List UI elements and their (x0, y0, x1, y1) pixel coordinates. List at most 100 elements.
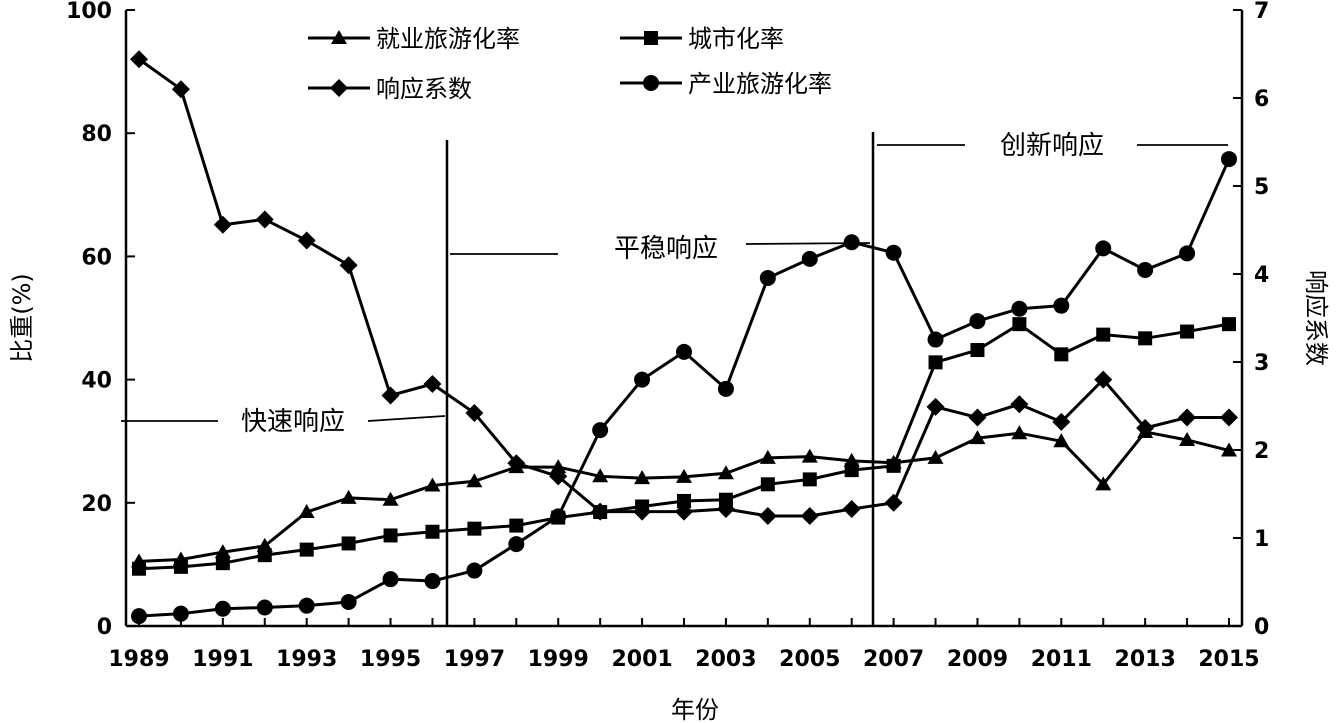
data-point-square (257, 548, 272, 563)
data-point-square (1096, 327, 1111, 342)
data-point-diamond (255, 210, 274, 229)
x-tick-label: 2003 (695, 647, 756, 672)
data-point-triangle (550, 459, 567, 474)
data-point-square (299, 542, 314, 557)
data-point-diamond (968, 408, 987, 427)
data-point-circle (131, 608, 147, 625)
data-point-diamond (465, 404, 484, 423)
series-1 (131, 423, 1237, 568)
data-point-circle (1179, 245, 1196, 262)
data-point-diamond (339, 256, 358, 275)
data-point-square (718, 492, 733, 507)
data-point-square (886, 458, 901, 473)
series-2 (132, 317, 1236, 576)
legend-item: 就业旅游化率 (308, 25, 520, 53)
x-tick-label: 2009 (947, 647, 1008, 672)
data-point-diamond (800, 507, 819, 525)
data-point-diamond (1136, 419, 1155, 437)
left-y-tick-label: 100 (66, 0, 112, 24)
data-point-triangle (1179, 431, 1196, 446)
x-tick-label: 1999 (528, 647, 589, 672)
data-point-diamond (758, 507, 777, 525)
data-point-square (1222, 317, 1236, 332)
data-point-circle (634, 371, 651, 388)
x-tick-label: 1997 (444, 647, 505, 672)
data-point-circle (1053, 297, 1070, 314)
data-point-square (173, 559, 188, 574)
data-point-diamond (1052, 412, 1071, 431)
data-point-diamond (716, 499, 735, 518)
data-point-square (802, 472, 817, 487)
legend-marker-triangle (331, 30, 347, 44)
phase-label-innovation: 创新响应 (1000, 131, 1104, 161)
series-layer (130, 50, 1238, 625)
legend-label: 就业旅游化率 (376, 25, 520, 53)
data-point-triangle (592, 468, 609, 483)
data-point-diamond (591, 502, 610, 521)
data-point-square (1012, 317, 1027, 332)
data-point-diamond (633, 502, 652, 521)
right-y-axis-title: 响应系数 (1302, 270, 1330, 366)
data-point-diamond (1010, 395, 1029, 414)
right-y-tick-label: 3 (1254, 351, 1269, 376)
ticks: 0 20 40 60 80 100 0 1 2 3 4 5 6 7 1989 1991 1993 1995 1997… (66, 0, 1269, 672)
x-tick-label: 2013 (1115, 647, 1176, 672)
data-point-circle (298, 597, 315, 614)
data-point-square (1054, 347, 1069, 362)
data-point-diamond (297, 231, 316, 250)
phase-annotations: 快速响应 平稳响应 创新响应 (121, 131, 1228, 626)
data-point-diamond (1094, 370, 1113, 389)
x-tick-label: 1993 (276, 647, 337, 672)
data-point-diamond (1178, 408, 1197, 427)
data-point-circle (256, 599, 273, 616)
data-point-square (425, 524, 440, 539)
data-point-diamond (1220, 408, 1238, 427)
x-tick-label: 1995 (360, 647, 421, 672)
data-point-triangle (424, 477, 441, 492)
data-point-diamond (926, 397, 945, 416)
phase-label-stable: 平稳响应 (614, 234, 718, 264)
right-y-tick-label: 4 (1254, 263, 1269, 288)
data-point-circle (1221, 151, 1237, 168)
data-point-diamond (213, 215, 232, 234)
left-y-tick-label: 20 (81, 492, 112, 517)
x-tick-label: 2005 (779, 647, 840, 672)
data-point-circle (1095, 240, 1112, 257)
data-point-triangle (634, 470, 651, 485)
data-point-circle (592, 422, 609, 439)
x-tick-label: 2011 (1031, 647, 1092, 672)
x-tick-label: 1991 (192, 647, 253, 672)
legend-marker-circle (643, 75, 659, 91)
data-point-square (467, 521, 482, 536)
data-point-circle (550, 508, 567, 525)
data-point-circle (508, 536, 525, 553)
data-point-triangle (676, 468, 692, 483)
data-point-circle (340, 593, 357, 610)
data-point-triangle (969, 430, 986, 445)
data-point-triangle (382, 491, 399, 506)
data-point-triangle (927, 449, 944, 464)
series-4 (131, 151, 1237, 625)
data-point-triangle (759, 449, 776, 464)
right-y-tick-label: 1 (1254, 527, 1269, 552)
data-point-diamond (423, 375, 442, 393)
data-point-triangle (214, 544, 231, 559)
data-point-triangle (717, 465, 734, 480)
data-point-circle (172, 605, 189, 622)
data-point-square (383, 528, 398, 543)
data-point-square (509, 518, 524, 533)
left-y-axis-title: 比重(%) (8, 273, 36, 363)
data-point-diamond (884, 493, 903, 512)
data-point-square (215, 556, 230, 571)
right-y-tick-label: 7 (1254, 0, 1269, 24)
data-point-triangle (1011, 425, 1028, 440)
data-point-circle (717, 380, 734, 397)
data-point-circle (382, 571, 399, 588)
right-y-tick-label: 2 (1254, 439, 1269, 464)
legend-label: 响应系数 (376, 75, 472, 103)
data-point-circle (1011, 300, 1028, 317)
data-point-triangle (340, 489, 357, 504)
data-point-diamond (171, 80, 190, 99)
